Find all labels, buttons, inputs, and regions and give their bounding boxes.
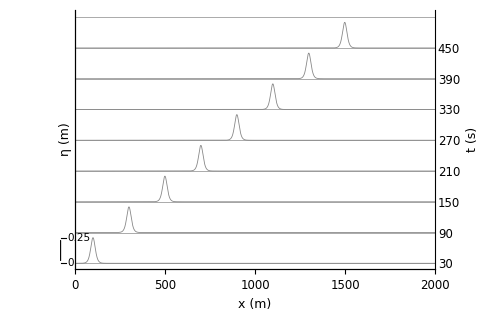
X-axis label: x (m): x (m) bbox=[238, 298, 272, 311]
Y-axis label: t (s): t (s) bbox=[466, 127, 478, 152]
Text: 0.25: 0.25 bbox=[67, 233, 90, 243]
Y-axis label: η (m): η (m) bbox=[59, 123, 72, 156]
Text: 0: 0 bbox=[67, 258, 73, 268]
